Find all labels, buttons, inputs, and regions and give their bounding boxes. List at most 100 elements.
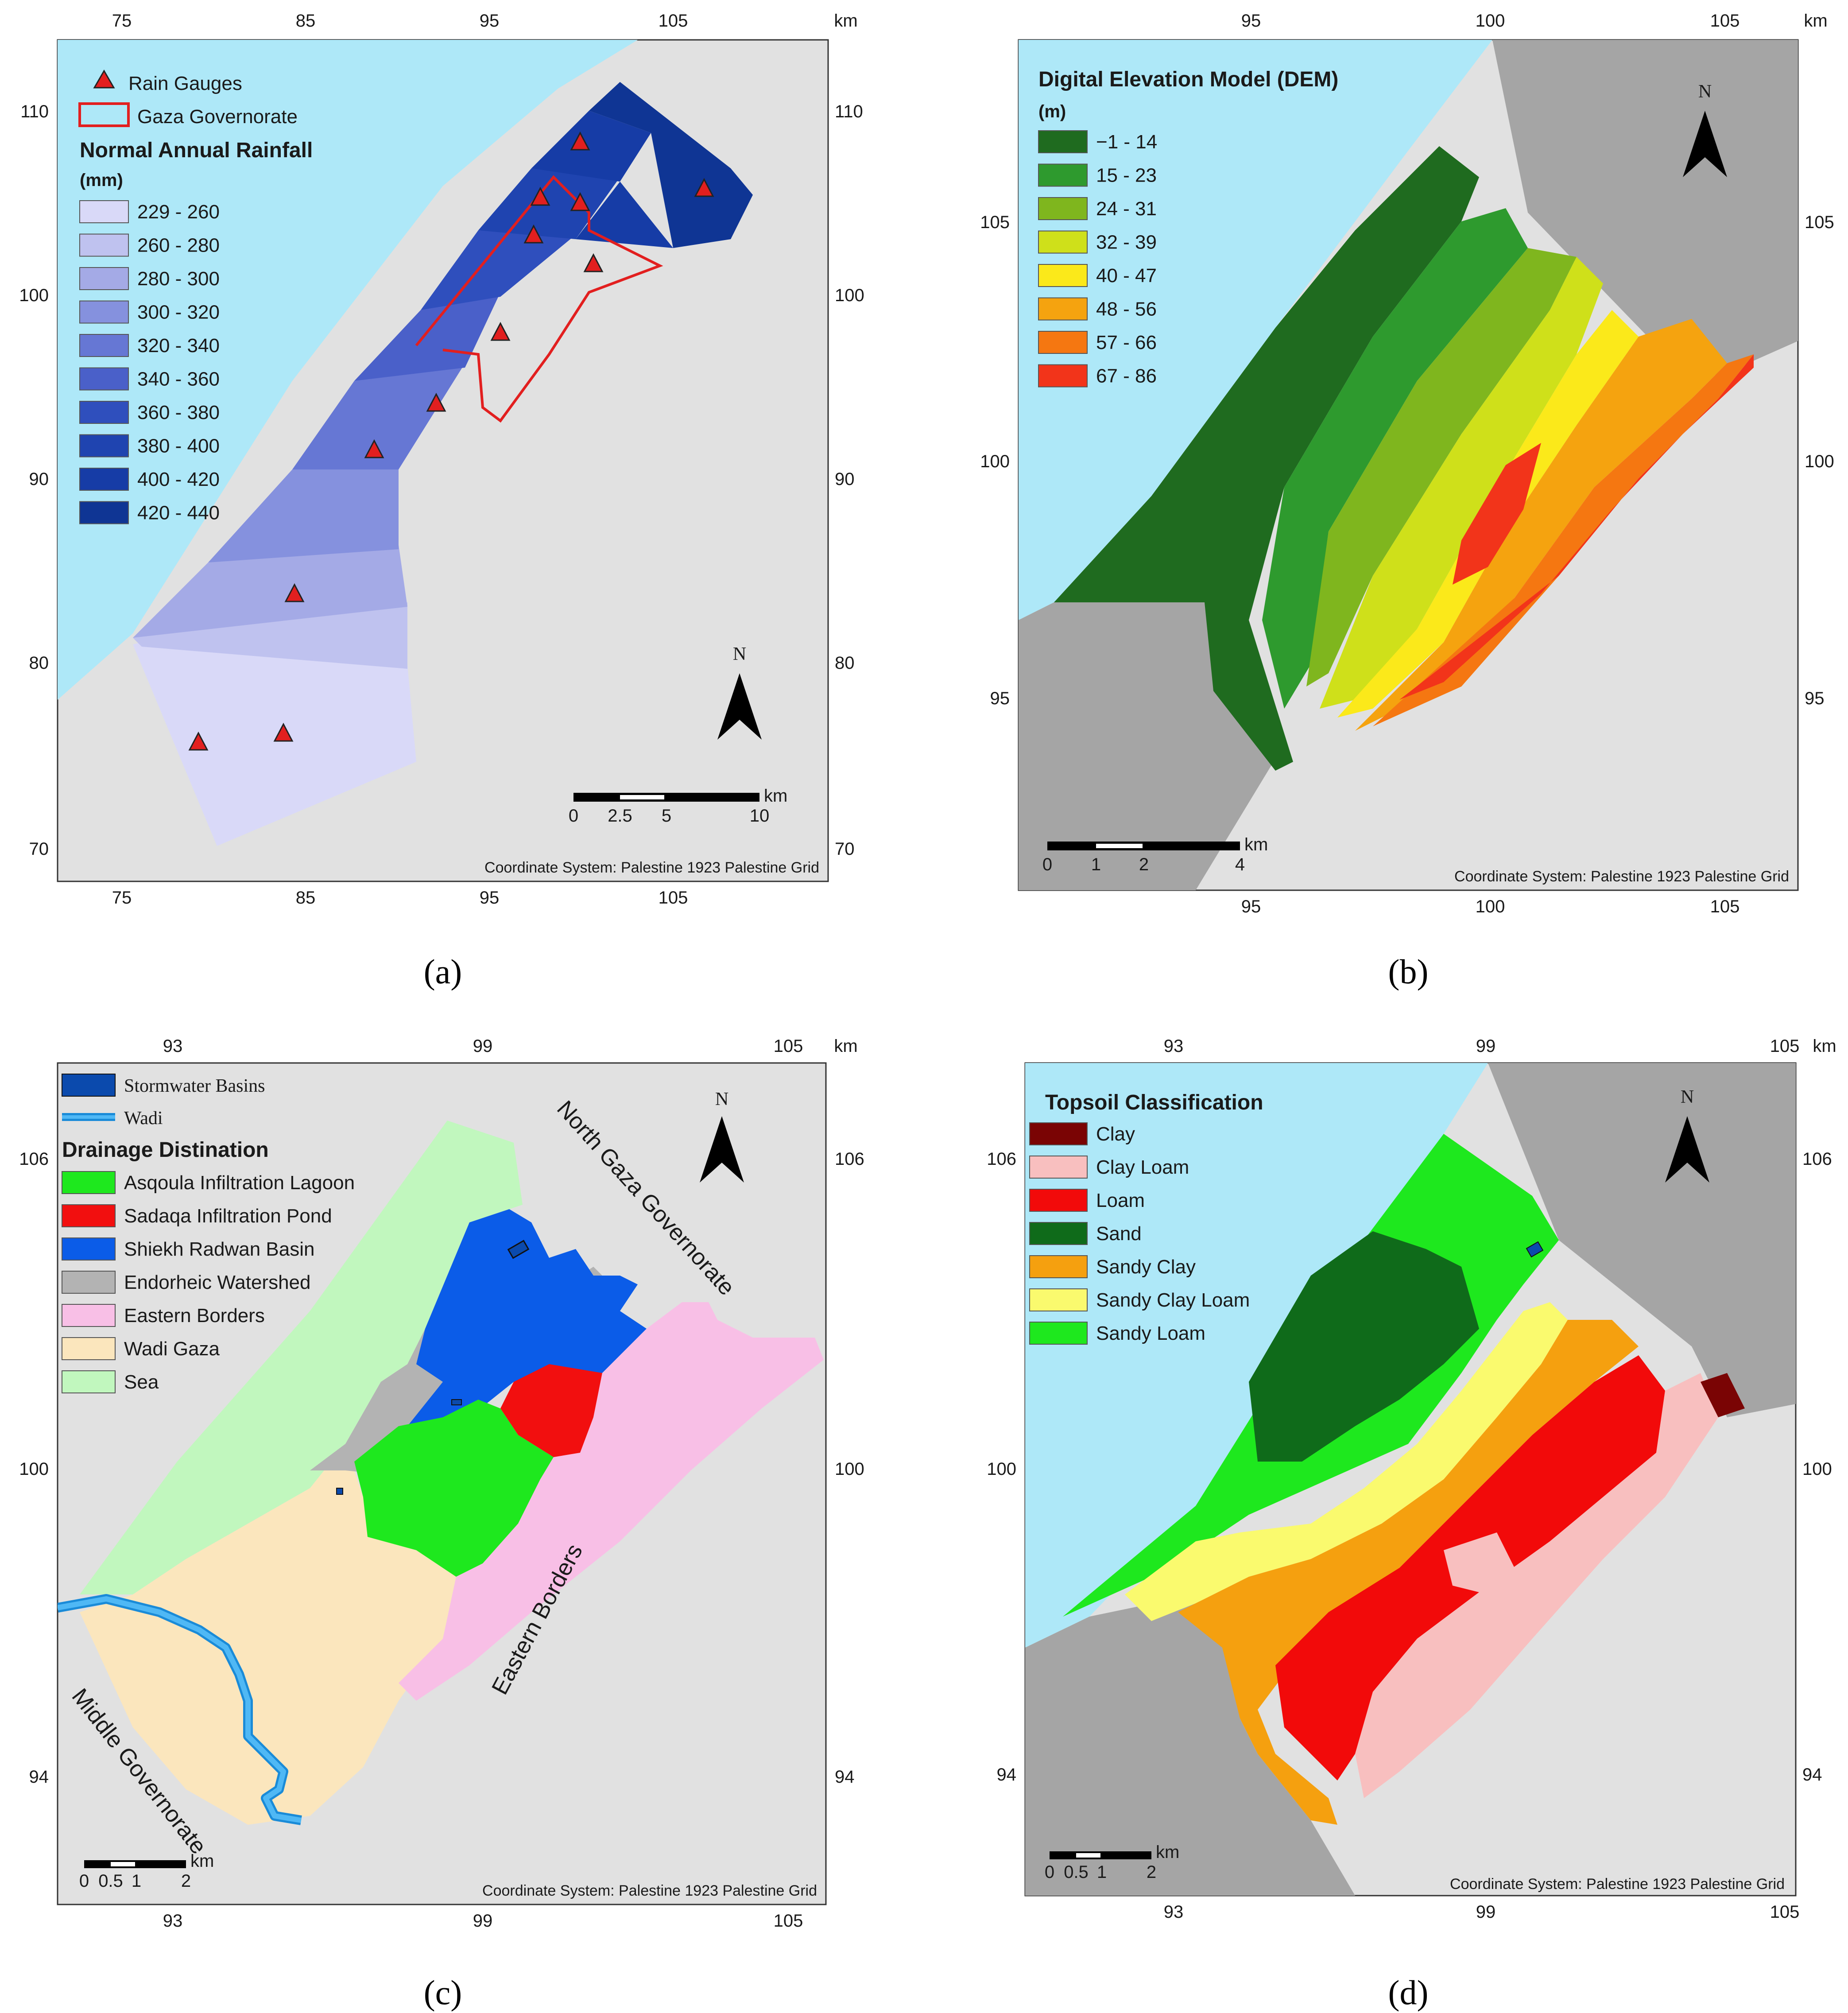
panel-d-ticks-top: 93 99 105 km [1164, 1036, 1836, 1056]
legend-class-label: 280 - 300 [137, 268, 220, 290]
tick-label: 70 [835, 839, 855, 859]
tick-label: 94 [29, 1767, 49, 1787]
legend-swatch [1038, 331, 1088, 354]
israel-land [1492, 40, 1798, 376]
legend-swatch [79, 468, 129, 491]
legend-swatch [79, 434, 129, 458]
tick-label: 95 [990, 689, 1010, 708]
dem-zone-1 [1054, 146, 1479, 771]
scale-bar: 0 0.5 1 2 km [1045, 1842, 1179, 1882]
legend-class-label: 24 - 31 [1096, 198, 1157, 220]
scale-label: 1 [1097, 1862, 1107, 1882]
legend-class-label: Endorheic Watershed [124, 1272, 310, 1293]
tick-label: 75 [112, 888, 132, 908]
legend-swatch [79, 267, 129, 290]
north-arrow: N [1665, 1087, 1709, 1183]
rainfall-zone-10b [576, 182, 673, 248]
rainfall-zone-7 [421, 230, 576, 310]
scale-bar: 0 2.5 5 10 km [569, 786, 787, 826]
tick-label: 100 [1476, 897, 1505, 916]
clay-area [1701, 1373, 1745, 1417]
scale-label: 10 [750, 806, 770, 826]
coordinate-system-label: Coordinate System: Palestine 1923 Palest… [1450, 1876, 1785, 1893]
legend-swatch [1029, 1156, 1088, 1179]
tick-label: 99 [473, 1911, 493, 1931]
legend-class-label: Eastern Borders [124, 1305, 265, 1326]
stormwater-basin-marker [336, 1488, 343, 1495]
sea-drainage-area [80, 1121, 523, 1594]
panel-c-ticks-left: 106 100 94 [19, 1149, 49, 1787]
north-label: N [1681, 1087, 1694, 1107]
legend-class-label: Sea [124, 1371, 159, 1393]
tick-label: 105 [774, 1036, 803, 1056]
legend-class-label: 360 - 380 [137, 402, 220, 423]
legend-swatch [62, 1304, 116, 1327]
tick-label: 80 [29, 653, 49, 673]
sea-area [1019, 40, 1492, 620]
legend-swatch [79, 200, 129, 223]
rain-gauge-marker [570, 131, 590, 151]
legend-swatch [1038, 264, 1088, 287]
panel-b-ticks-top: 95 100 105 km [1241, 11, 1828, 31]
tick-label: 85 [296, 11, 316, 31]
tick-label: 100 [19, 286, 49, 305]
scale-label: 2 [1147, 1862, 1156, 1882]
panel-b-ticks-left: 105 100 95 [980, 213, 1010, 708]
clay-loam-area [1355, 1373, 1718, 1798]
panel-a-ticks-left: 110 100 90 80 70 [19, 102, 49, 859]
legend-label: Rain Gauges [128, 73, 242, 94]
tick-label: 105 [1770, 1036, 1800, 1056]
tick-label: 75 [112, 11, 132, 31]
coordinate-system-label: Coordinate System: Palestine 1923 Palest… [484, 859, 819, 876]
tick-label: 99 [1476, 1902, 1496, 1922]
dem-zone-7 [1373, 354, 1754, 726]
legend-units: (mm) [80, 171, 123, 190]
legend-swatch [79, 401, 129, 424]
wadi-line-inner [58, 1596, 302, 1823]
dem-zone-6 [1355, 319, 1727, 731]
tick-label: 99 [473, 1036, 493, 1056]
panel-b-ticks-right: 105 100 95 [1805, 213, 1834, 708]
scale-label: 2.5 [608, 806, 632, 826]
tick-label: 93 [1164, 1036, 1184, 1056]
dem-zone-3 [1306, 248, 1577, 687]
tick-label: 93 [1164, 1902, 1184, 1922]
sea-area [1025, 1063, 1488, 1648]
legend-swatch [1029, 1189, 1088, 1212]
tick-label: 106 [835, 1149, 864, 1169]
north-arrow-icon [1683, 111, 1727, 177]
panel-c-ticks-right: 106 100 94 [835, 1149, 864, 1787]
legend-class-label: 380 - 400 [137, 435, 220, 457]
legend-class-label: Clay [1096, 1123, 1135, 1145]
tick-label: 95 [480, 888, 500, 908]
rain-gauge-marker [570, 192, 590, 211]
tick-label: 95 [1241, 11, 1261, 31]
scale-label: 0 [1042, 855, 1052, 874]
tick-label: 110 [835, 102, 863, 121]
rainfall-zone-4 [208, 465, 399, 562]
stormwater-legend-icon [62, 1074, 116, 1097]
panel-a-ticks-right: 110 100 90 80 70 [835, 102, 864, 859]
legend-classes: Asqoula Infiltration Lagoon Sadaqa Infilt… [62, 1171, 355, 1393]
panel-a-ticks-bottom: 75 85 95 105 [112, 888, 688, 908]
rainfall-zone-6 [354, 292, 500, 381]
panel-caption: (b) [1388, 952, 1429, 991]
scale-label: 5 [662, 806, 671, 826]
scale-unit: km [1156, 1842, 1179, 1862]
legend-label: Wadi [124, 1108, 163, 1129]
legend-class-label: 32 - 39 [1096, 232, 1157, 253]
panel-d-legend: Topsoil Classification Clay Clay Loam Loam… [1029, 1091, 1263, 1345]
rain-gauges [188, 131, 714, 751]
legend-title: Drainage Distination [62, 1138, 269, 1162]
wadi-gaza-drainage-area [80, 1444, 456, 1825]
tick-label: 105 [980, 213, 1010, 232]
north-arrow: N [1683, 81, 1727, 177]
unit-label: km [1804, 11, 1827, 31]
tick-label: 100 [987, 1459, 1016, 1479]
sandy-clay-loam-area [1125, 1302, 1568, 1621]
stormwater-basin-marker [1526, 1241, 1544, 1258]
tick-label: 95 [1241, 897, 1261, 916]
legend-class-label: Sandy Clay Loam [1096, 1289, 1250, 1311]
tick-label: 94 [1802, 1765, 1822, 1784]
